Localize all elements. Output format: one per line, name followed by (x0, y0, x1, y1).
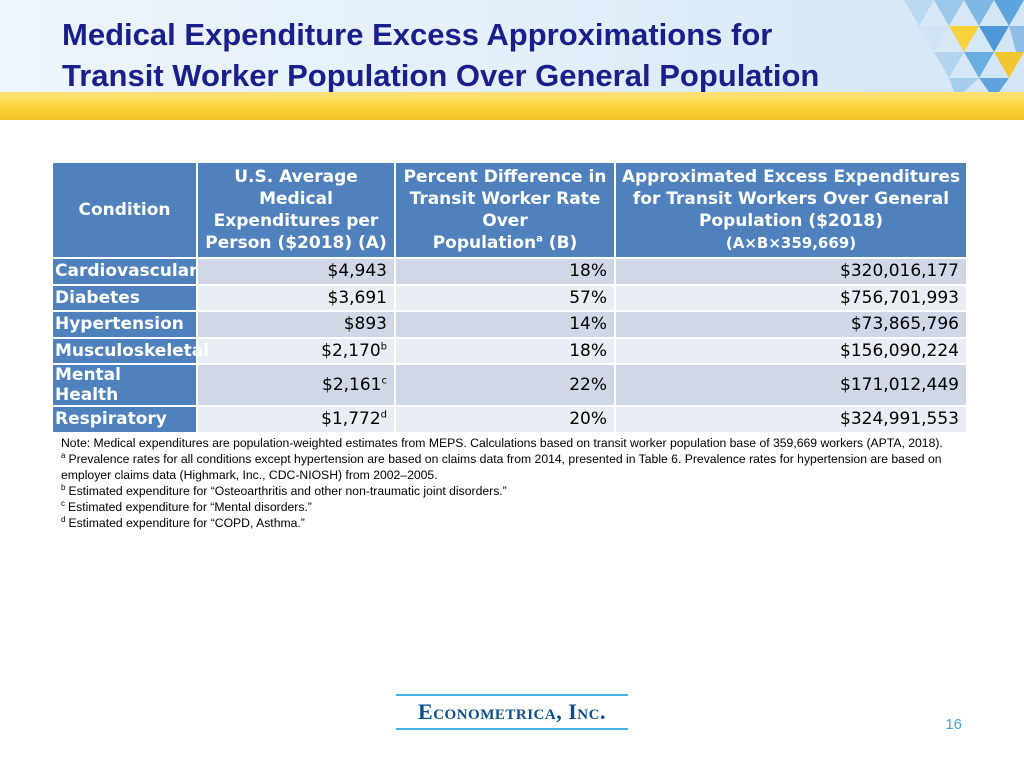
slide-title-line-2: Transit Worker Population Over General P… (62, 58, 820, 93)
footnote-d: d Estimated expenditure for “COPD, Asthma… (61, 514, 305, 530)
condition-cell: Hypertension (51, 310, 198, 339)
footnote-c: c Estimated expenditure for “Mental disor… (61, 498, 312, 514)
triangle-pattern-decoration (904, 0, 1024, 92)
average-expenditure-cell: $2,170b (196, 336, 396, 365)
average-expenditure-cell: $4,943 (196, 257, 396, 286)
average-expenditure-cell: $3,691 (196, 283, 396, 312)
condition-cell: Respiratory (51, 405, 198, 434)
page-number: 16 (945, 716, 962, 733)
note-main: Note: Medical expenditures are populatio… (61, 436, 943, 450)
slide-title: Medical Expenditure Excess Approximation… (62, 14, 922, 96)
condition-cell: Mental Health (51, 363, 198, 407)
econometrica-logo: Econometrica, Inc. (396, 694, 628, 730)
table-row: Mental Health $2,161c 22% $171,012,449 (51, 363, 968, 407)
table-row: Diabetes $3,691 57% $756,701,993 (51, 283, 968, 312)
excess-expenditure-cell: $756,701,993 (614, 283, 968, 312)
footnote-a: a Prevalence rates for all conditions exc… (61, 450, 942, 482)
percent-difference-cell: 14% (394, 310, 616, 339)
header-excess-expenditures: Approximated Excess Expenditures for Tra… (614, 161, 968, 259)
excess-expenditure-cell: $156,090,224 (614, 336, 968, 365)
average-expenditure-cell: $2,161c (196, 363, 396, 407)
expenditure-table: Condition U.S. Average Medical Expenditu… (51, 161, 968, 434)
table-row: Hypertension $893 14% $73,865,796 (51, 310, 968, 339)
table-row: Respiratory $1,772d 20% $324,991,553 (51, 405, 968, 434)
excess-expenditure-cell: $171,012,449 (614, 363, 968, 407)
percent-difference-cell: 20% (394, 405, 616, 434)
average-expenditure-cell: $893 (196, 310, 396, 339)
table-row: Musculoskeletal $2,170b 18% $156,090,224 (51, 336, 968, 365)
header-average-expenditure: U.S. Average Medical Expenditures per Pe… (196, 161, 396, 259)
percent-difference-cell: 18% (394, 257, 616, 286)
table-header-row: Condition U.S. Average Medical Expenditu… (51, 161, 968, 259)
condition-cell: Musculoskeletal (51, 336, 209, 365)
header-band: Medical Expenditure Excess Approximation… (0, 0, 1024, 120)
percent-difference-cell: 22% (394, 363, 616, 407)
table-row: Cardiovascular $4,943 18% $320,016,177 (51, 257, 968, 286)
logo-text: Econometrica, Inc. (418, 699, 606, 724)
slide-title-line-1: Medical Expenditure Excess Approximation… (62, 17, 773, 52)
percent-difference-cell: 18% (394, 336, 616, 365)
excess-expenditure-cell: $73,865,796 (614, 310, 968, 339)
condition-cell: Cardiovascular (51, 257, 198, 286)
condition-cell: Diabetes (51, 283, 198, 312)
footnote-b: b Estimated expenditure for “Osteoarthrit… (61, 482, 507, 498)
table-notes: Note: Medical expenditures are populatio… (61, 435, 961, 531)
average-expenditure-cell: $1,772d (196, 405, 396, 434)
excess-expenditure-cell: $324,991,553 (614, 405, 968, 434)
header-condition: Condition (51, 161, 198, 259)
header-percent-difference: Percent Difference in Transit Worker Rat… (394, 161, 616, 259)
excess-expenditure-cell: $320,016,177 (614, 257, 968, 286)
yellow-accent-stripe (0, 92, 1024, 120)
percent-difference-cell: 57% (394, 283, 616, 312)
